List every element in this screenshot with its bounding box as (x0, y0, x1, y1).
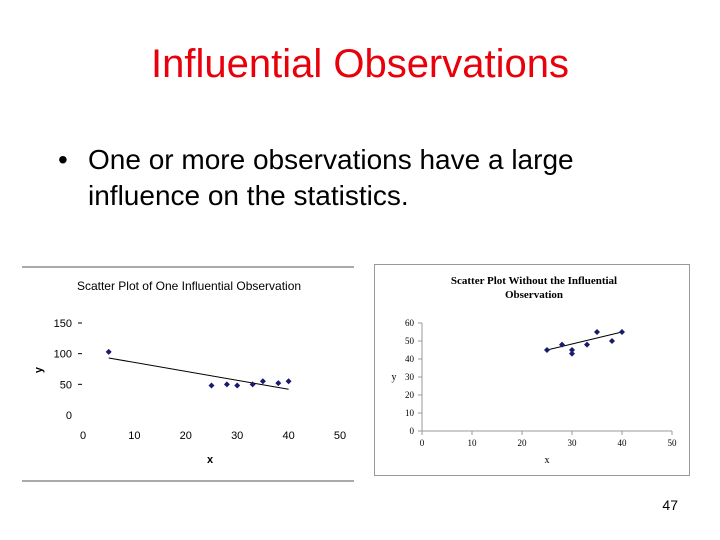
x-tick-label: 10 (128, 430, 140, 442)
y-tick-label: 50 (405, 336, 415, 346)
influential-scatter-chart: Scatter Plot of One Influential Observat… (22, 266, 354, 482)
page-number: 47 (662, 497, 678, 513)
x-tick-label: 50 (668, 438, 678, 448)
y-tick-label: 30 (405, 372, 415, 382)
x-tick-label: 40 (282, 430, 294, 442)
data-point (285, 378, 292, 385)
x-tick-label: 20 (180, 430, 192, 442)
bullet-marker: • (58, 144, 68, 175)
without-influential-scatter-chart: Scatter Plot Without the Influential Obs… (374, 264, 690, 476)
y-axis-label: y (33, 366, 45, 373)
y-tick-label: 20 (405, 390, 415, 400)
data-point (249, 381, 256, 388)
x-tick-label: 20 (518, 438, 528, 448)
data-point (544, 347, 550, 353)
x-tick-label: 10 (468, 438, 478, 448)
y-tick-label: 0 (66, 410, 72, 422)
x-tick-label: 30 (568, 438, 578, 448)
data-point (275, 380, 282, 387)
data-point (208, 382, 215, 389)
chart-title-line-2: Observation (505, 289, 563, 301)
x-tick-label: 0 (420, 438, 425, 448)
x-tick-label: 40 (618, 438, 628, 448)
x-tick-label: 30 (231, 430, 243, 442)
data-point (569, 350, 575, 357)
trend-line (546, 331, 623, 351)
y-tick-label: 10 (405, 408, 415, 418)
x-tick-label: 50 (334, 430, 346, 442)
data-point (619, 329, 625, 335)
chart-title-line-1: Scatter Plot Without the Influential (451, 275, 617, 287)
data-point (609, 338, 615, 344)
data-point (234, 382, 241, 389)
y-tick-label: 40 (405, 354, 415, 364)
bullet-text: One or more observations have a large in… (88, 144, 574, 211)
y-tick-label: 0 (410, 426, 415, 436)
chart-title: Scatter Plot of One Influential Observat… (77, 279, 301, 293)
data-point (223, 381, 230, 388)
data-point (569, 347, 575, 353)
x-tick-label: 0 (80, 430, 86, 442)
slide-title: Influential Observations (150, 42, 569, 86)
y-axis-label: y (392, 372, 397, 383)
data-point (105, 348, 112, 355)
data-point (259, 378, 266, 385)
data-point (559, 341, 565, 348)
data-point (584, 341, 590, 348)
chart-frame (374, 264, 690, 476)
data-point (594, 329, 600, 335)
y-tick-label: 50 (60, 379, 72, 391)
y-tick-label: 60 (405, 318, 415, 328)
x-axis-label: x (545, 455, 550, 466)
trend-line (108, 357, 289, 390)
x-axis-label: x (207, 454, 214, 466)
y-tick-label: 150 (54, 318, 72, 330)
y-tick-label: 100 (54, 349, 72, 361)
